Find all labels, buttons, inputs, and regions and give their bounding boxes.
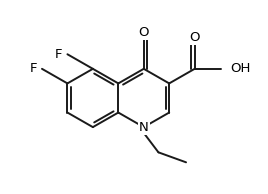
Text: F: F [29,62,37,75]
Text: N: N [139,121,149,134]
Text: O: O [189,31,200,44]
Text: OH: OH [230,62,250,75]
Text: O: O [139,26,149,39]
Text: F: F [55,48,62,61]
